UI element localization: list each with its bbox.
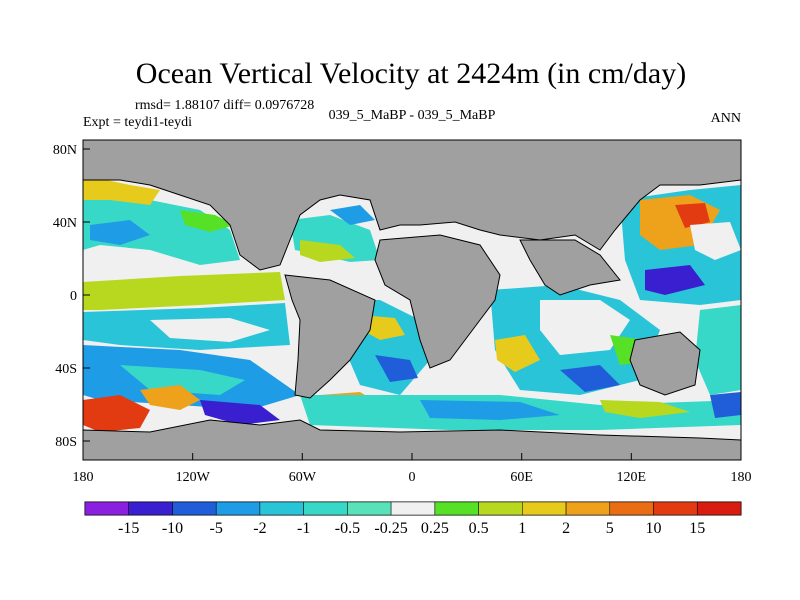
colorbar-swatch — [84, 501, 129, 516]
x-tick-label: 180 — [731, 470, 752, 485]
velocity-patch — [83, 272, 285, 310]
colorbar-label: 15 — [689, 520, 705, 537]
y-tick-label: 80N — [53, 143, 77, 158]
velocity-patch — [140, 385, 200, 410]
land-asia-south — [519, 239, 621, 296]
y-tick-label: 0 — [70, 289, 77, 304]
colorbar-label: -5 — [210, 520, 223, 537]
x-tick-label: 120E — [617, 470, 647, 485]
velocity-patch — [495, 335, 540, 372]
colorbar-label: 10 — [646, 520, 662, 537]
season-label: ANN — [711, 111, 741, 126]
land-north — [83, 140, 741, 271]
land-australia — [629, 331, 701, 396]
colorbar-label: -0.25 — [374, 520, 407, 537]
x-tick-label: 0 — [409, 470, 416, 485]
velocity-patch — [120, 365, 245, 395]
colorbar-swatch — [653, 501, 698, 516]
velocity-patch — [375, 355, 418, 382]
colorbar-label: -0.5 — [335, 520, 360, 537]
colorbar-label: 2 — [562, 520, 570, 537]
colorbar-labels: -15 -10 -5 -2 -1 -0.5 -0.25 0.25 0.5 1 2… — [118, 520, 705, 537]
colorbar: -15 -10 -5 -2 -1 -0.5 -0.25 0.25 0.5 1 2… — [84, 501, 742, 537]
y-tick-label: 80S — [55, 435, 77, 450]
land-antarctica — [83, 419, 741, 460]
colorbar-swatch — [565, 501, 611, 516]
colorbar-swatch — [522, 501, 567, 516]
colorbar-label: 1 — [518, 520, 526, 537]
colorbar-label: -10 — [162, 520, 183, 537]
y-tick-labels: 80N 40N 0 40S 80S — [53, 143, 77, 450]
velocity-patch — [710, 392, 741, 418]
velocity-patch — [90, 220, 150, 245]
velocity-field — [83, 142, 741, 432]
velocity-patch — [675, 203, 710, 228]
velocity-patch — [200, 400, 280, 425]
colorbar-swatch — [390, 501, 436, 516]
velocity-patch — [540, 300, 630, 355]
velocity-patch — [560, 365, 620, 392]
x-tick-label: 120W — [176, 470, 211, 485]
colorbar-label: -15 — [118, 520, 139, 537]
colorbar-swatch — [259, 501, 304, 516]
velocity-patch — [300, 240, 355, 262]
x-tick-label: 60E — [510, 470, 533, 485]
y-tick-label: 40N — [53, 216, 77, 231]
colorbar-label: -2 — [253, 520, 266, 537]
colorbar-label: 0.25 — [421, 520, 449, 537]
colorbar-swatch — [303, 501, 348, 516]
x-ticks — [82, 453, 742, 460]
land-africa — [374, 234, 501, 369]
colorbar-label: -1 — [297, 520, 310, 537]
colorbar-swatch — [697, 501, 742, 516]
colorbar-label: 5 — [606, 520, 614, 537]
velocity-patch — [690, 222, 741, 260]
velocity-patch — [83, 175, 160, 205]
colorbar-swatch — [347, 501, 392, 516]
velocity-patch — [645, 265, 705, 295]
colorbar-swatch — [478, 501, 523, 516]
colorbar-swatch — [128, 501, 173, 516]
stats-label: rmsd= 1.88107 diff= 0.0976728 — [135, 98, 314, 113]
y-ticks — [83, 148, 90, 442]
chart-title: Ocean Vertical Velocity at 2424m (in cm/… — [136, 57, 686, 90]
velocity-patch — [420, 400, 560, 420]
velocity-patch — [180, 210, 235, 232]
land — [83, 140, 741, 460]
x-tick-label: 60W — [289, 470, 317, 485]
x-tick-label: 180 — [73, 470, 94, 485]
velocity-patch — [83, 190, 240, 265]
colorbar-swatch — [215, 501, 261, 516]
center-label: 039_5_MaBP - 039_5_MaBP — [329, 108, 496, 123]
velocity-patch — [330, 205, 375, 225]
colorbar-swatch — [609, 501, 654, 516]
y-tick-label: 40S — [55, 362, 77, 377]
map-plot — [83, 140, 741, 460]
experiment-label: Expt = teydi1-teydi — [83, 115, 192, 130]
velocity-patch — [83, 395, 150, 432]
colorbar-label: 0.5 — [469, 520, 489, 537]
velocity-patch — [600, 400, 690, 418]
colorbar-swatch — [172, 501, 217, 516]
colorbar-swatches — [84, 501, 742, 516]
velocity-patch — [150, 318, 270, 342]
velocity-patch — [695, 305, 741, 395]
colorbar-swatch — [434, 501, 479, 516]
x-tick-labels: 180 120W 60W 0 60E 120E 180 — [73, 470, 752, 485]
land-south-america — [284, 274, 376, 399]
